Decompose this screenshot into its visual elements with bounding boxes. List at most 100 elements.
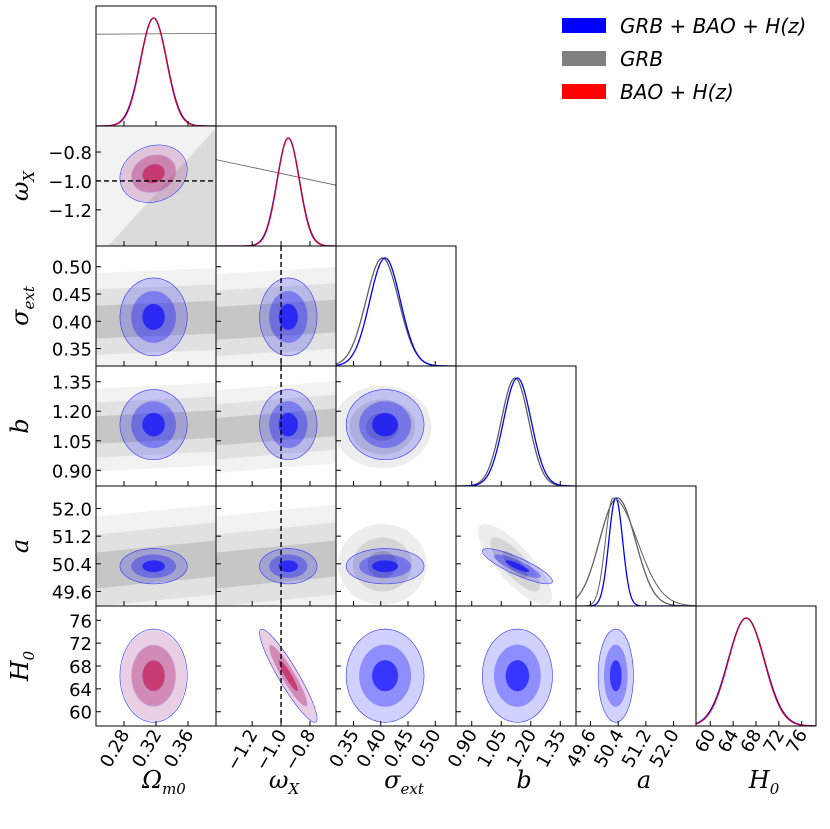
y-axis-label-a: a — [6, 539, 34, 553]
panel-a-wX — [215, 485, 337, 607]
legend-item: BAO + H(z) — [562, 80, 734, 104]
x-axis-label-b: b — [516, 766, 531, 794]
legend-swatch — [562, 51, 606, 66]
bao-hz-contour-wX-H0 — [260, 630, 317, 721]
grb-bao-hz-contour-b-a — [505, 560, 530, 573]
marginal-grb-b — [456, 377, 576, 486]
ticks-layer: 0.280.320.36 −1.2 −1.0 −0.8 0.35 0.40 0.45 0.50… — [48, 143, 812, 774]
panel-frame — [335, 245, 457, 367]
grb-bao-hz-contour-wX-sig — [278, 303, 298, 330]
marginal-grb-bao-hz-sig — [336, 257, 456, 366]
x-tick-label-b: 1.05 — [473, 726, 511, 771]
panel-frame — [95, 5, 217, 127]
y-axis-label-b: b — [6, 418, 34, 433]
panel-H0-a — [575, 605, 697, 727]
y-tick-label-wX: −1.2 — [48, 201, 92, 222]
x-axis-label-sig: σext — [384, 766, 425, 798]
grb-bao-hz-contour-Om-a — [142, 560, 165, 573]
x-tick-label-Om: 0.36 — [160, 726, 198, 771]
panel-wX-Om — [95, 125, 217, 247]
legend-item: GRB — [562, 47, 663, 71]
y-tick-label-sig: 0.50 — [52, 258, 92, 279]
y-tick-label-H0: 64 — [69, 680, 92, 701]
x-axis-label-a: a — [637, 766, 651, 794]
grb-band-wX-b-1sigma — [216, 408, 336, 446]
y-axis-label-wX: ωX — [6, 170, 38, 202]
y-tick-label-a: 51.2 — [52, 527, 92, 548]
marginal-grb-bao-hz-a — [576, 497, 696, 606]
x-tick-label-b: 0.90 — [444, 726, 482, 771]
legend-label: BAO + H(z) — [620, 80, 734, 104]
marginal-grb-sig — [336, 257, 456, 366]
grb-band-wX-a-3sigma — [216, 504, 336, 606]
grb-bao-hz-contour-Om-b — [142, 412, 165, 437]
grb-bao-hz-contour-Om-H0 — [119, 628, 188, 723]
panel-sig-wX — [215, 245, 337, 367]
x-tick-label-b: 1.35 — [532, 726, 570, 771]
y-tick-label-H0: 68 — [69, 657, 92, 678]
y-tick-label-H0: 72 — [69, 634, 92, 655]
panel-a-a — [575, 485, 697, 607]
legend-label: GRB + BAO + H(z) — [620, 14, 806, 38]
marginal-grb-bao-hz-wX — [216, 137, 336, 246]
y-tick-label-wX: −0.8 — [48, 143, 92, 164]
grb-bao-hz-contour-wX-a — [278, 560, 298, 573]
x-tick-label-Om: 0.32 — [128, 726, 166, 771]
grb-bao-hz-contour-b-H0 — [505, 660, 530, 692]
y-tick-label-b: 1.35 — [52, 373, 92, 394]
bao-hz-contour-Om-wX — [131, 155, 176, 193]
y-tick-label-a: 49.6 — [52, 582, 92, 603]
panel-frame — [695, 605, 817, 727]
y-tick-label-sig: 0.45 — [52, 285, 92, 306]
x-axis-label-wX: ωX — [269, 766, 301, 798]
y-tick-label-a: 52.0 — [52, 499, 92, 520]
grb-band-wX-sig-1sigma — [216, 299, 336, 340]
y-tick-label-sig: 0.35 — [52, 340, 92, 361]
grb-bao-hz-contour-sig-H0 — [372, 660, 399, 692]
y-tick-label-wX: −1.0 — [48, 172, 92, 193]
y-tick-label-sig: 0.40 — [52, 312, 92, 333]
grb-bao-hz-contour-Om-wX — [131, 154, 177, 193]
grb-band-wX-a-2sigma — [216, 522, 336, 606]
panel-a-sig — [335, 485, 457, 607]
panel-H0-b — [455, 605, 577, 727]
panel-H0-Om — [95, 605, 217, 727]
grb-region-Om-wX — [108, 128, 216, 246]
panel-wX-wX — [215, 125, 337, 247]
y-tick-label-a: 50.4 — [52, 555, 92, 576]
bao-hz-contour-Om-wX — [142, 164, 165, 183]
legend-swatch — [562, 18, 606, 33]
bao-hz-contour-Om-wX — [120, 145, 187, 202]
y-axis-label-sig: σext — [6, 285, 38, 326]
panel-sig-sig — [335, 245, 457, 367]
panel-b-wX — [215, 365, 337, 487]
panel-H0-sig — [335, 605, 457, 727]
panel-b-Om — [95, 365, 217, 487]
panel-sig-Om — [95, 245, 217, 367]
panel-frame — [575, 605, 697, 727]
bao-hz-contour-wX-H0 — [269, 645, 307, 706]
y-axis-label-H0: H0 — [6, 650, 38, 682]
panel-b-b — [455, 365, 577, 487]
grb-bao-hz-contour-wX-H0 — [278, 660, 298, 692]
grb-bao-hz-contour-a-H0 — [609, 660, 622, 692]
x-axis-label-H0: H0 — [748, 766, 780, 798]
grb-bao-hz-contour-wX-H0 — [259, 628, 318, 723]
grb-bao-hz-contour-Om-wX — [142, 164, 165, 184]
marginal-grb-bao-hz-b — [456, 377, 576, 486]
marginal-grb-a — [576, 497, 696, 606]
y-tick-label-b: 1.05 — [52, 432, 92, 453]
grb-bao-hz-contour-Om-H0 — [142, 660, 165, 692]
panels-layer — [95, 5, 817, 727]
grb-bao-hz-contour-Om-sig — [142, 303, 165, 330]
x-tick-label-b: 1.20 — [503, 726, 541, 771]
grb-band-wX-b-2sigma — [216, 394, 336, 460]
x-tick-label-a: 52.0 — [646, 726, 684, 771]
grb-band-Om-a-3sigma — [96, 504, 216, 606]
panel-Om-Om — [95, 5, 217, 127]
bao-hz-contour-Om-H0 — [131, 645, 176, 706]
y-tick-label-b: 1.20 — [52, 402, 92, 423]
grb-band-wX-sig-3sigma — [216, 266, 336, 366]
bao-hz-contour-wX-H0 — [278, 660, 298, 691]
